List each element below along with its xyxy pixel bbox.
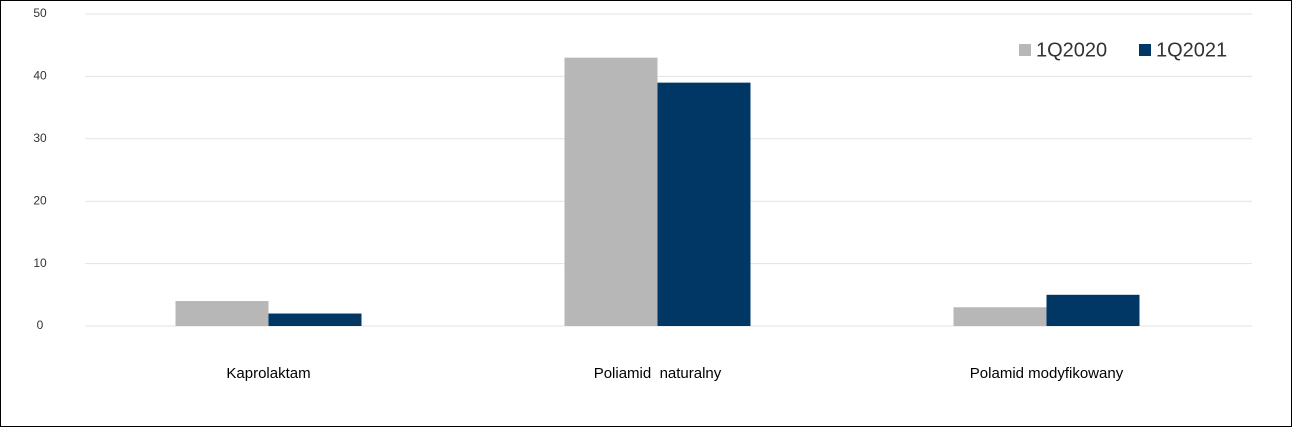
y-tick-label: 0 — [37, 318, 44, 332]
y-tick-label: 30 — [33, 131, 47, 145]
legend-label: 1Q2021 — [1156, 39, 1227, 61]
x-tick-label: Poliamid naturalny — [594, 365, 722, 382]
bar — [1046, 294, 1140, 326]
y-tick-label: 50 — [33, 6, 47, 20]
bar — [564, 57, 658, 327]
bar — [268, 313, 362, 326]
bar — [657, 82, 751, 326]
bar — [175, 301, 269, 326]
bar — [953, 307, 1047, 326]
x-tick-label: Polamid modyfikowany — [970, 365, 1124, 382]
y-tick-label: 40 — [33, 69, 47, 83]
y-tick-label: 20 — [33, 193, 47, 207]
legend-label: 1Q2020 — [1036, 39, 1107, 61]
y-tick-label: 10 — [33, 256, 47, 270]
legend-swatch — [1019, 44, 1031, 56]
legend-swatch — [1139, 44, 1151, 56]
x-tick-label: Kaprolaktam — [226, 365, 310, 382]
